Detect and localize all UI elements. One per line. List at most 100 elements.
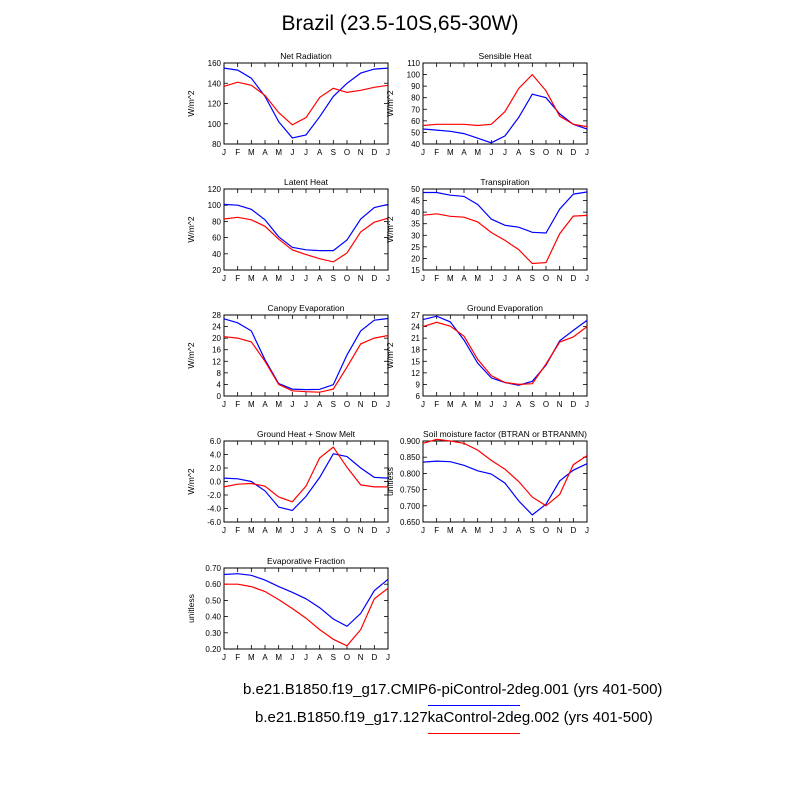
chart-4-xtick-label: M — [474, 274, 481, 283]
chart-7-xtick-label: O — [344, 526, 350, 535]
chart-7-xtick-label: D — [371, 526, 377, 535]
chart-8-xtick-label: A — [461, 526, 467, 535]
chart-4-xtick-label: F — [434, 274, 439, 283]
chart-6-ytick-label: 6 — [416, 392, 421, 401]
chart-9-xtick-label: S — [331, 653, 336, 662]
chart-8-xtick-label: J — [503, 526, 507, 535]
chart-3-ytick-label: 40 — [212, 250, 221, 259]
chart-7-ytick-label: -2.0 — [207, 491, 221, 500]
chart-3-ylabel: W/m^2 — [186, 216, 196, 242]
chart-1-ytick-label: 160 — [208, 59, 222, 68]
chart-8-xtick-label: D — [570, 526, 576, 535]
chart-8-ytick-label: 0.750 — [400, 486, 421, 495]
chart-5-ytick-label: 4 — [217, 380, 222, 389]
chart-2-frame — [422, 62, 588, 145]
chart-3-xtick-label: J — [290, 274, 294, 283]
chart-5-ylabel: W/m^2 — [186, 342, 196, 368]
chart-6-xtick-label: J — [503, 400, 507, 409]
chart-3-series-2-line — [223, 216, 389, 263]
chart-7-xtick-label: S — [331, 526, 336, 535]
chart-9-xtick-label: J — [386, 653, 390, 662]
chart-8-series-1-line — [422, 460, 588, 516]
chart-1-xtick-label: A — [317, 148, 323, 157]
chart-1-xtick-label: J — [386, 148, 390, 157]
legend-line-1 — [428, 705, 520, 706]
chart-9-ytick-label: 0.50 — [205, 596, 221, 605]
chart-2-xtick-label: A — [461, 148, 467, 157]
chart-6-xtick-label: A — [461, 400, 467, 409]
chart-9-ytick-label: 0.60 — [205, 580, 221, 589]
legend-label-1: b.e21.B1850.f19_g17.CMIP6-piControl-2deg… — [243, 681, 663, 698]
chart-7-xtick-label: F — [235, 526, 240, 535]
chart-6-series-2-line — [422, 321, 588, 386]
chart-9-xtick-label: N — [358, 653, 364, 662]
chart-8-ytick-label: 0.900 — [400, 437, 421, 446]
chart-6-xtick-label: J — [585, 400, 589, 409]
chart-2-xtick-label: N — [557, 148, 563, 157]
chart-4-ytick-label: 50 — [411, 185, 420, 194]
chart-9-ytick-label: 0.20 — [205, 645, 221, 654]
chart-2-xtick-label: M — [447, 148, 454, 157]
chart-7-xtick-label: J — [304, 526, 308, 535]
chart-8-ytick-label: 0.650 — [400, 518, 421, 527]
chart-8-xtick-label: S — [530, 526, 535, 535]
chart-1-xtick-label: D — [371, 148, 377, 157]
chart-4-ytick-label: 45 — [411, 197, 420, 206]
chart-7-xtick-label: M — [275, 526, 282, 535]
chart-7-xtick-label: J — [386, 526, 390, 535]
chart-3-xtick-label: J — [386, 274, 390, 283]
chart-5-xtick-label: F — [235, 400, 240, 409]
chart-1-xtick-label: F — [235, 148, 240, 157]
chart-5-ytick-label: 8 — [217, 369, 222, 378]
chart-4-ytick-label: 20 — [411, 254, 420, 263]
chart-7-title: Ground Heat + Snow Melt — [257, 429, 356, 439]
chart-5-ytick-label: 16 — [212, 346, 221, 355]
chart-5-ytick-label: 24 — [212, 323, 221, 332]
chart-2-ytick-label: 60 — [411, 117, 420, 126]
chart-5-xtick-label: M — [248, 400, 255, 409]
chart-8-ytick-label: 0.800 — [400, 469, 421, 478]
chart-3-ytick-label: 60 — [212, 234, 221, 243]
chart-2-series-1-line — [422, 93, 588, 144]
chart-5-ytick-label: 28 — [212, 311, 221, 320]
chart-1-series-2-line — [223, 81, 389, 126]
chart-1-xtick-label: M — [275, 148, 282, 157]
chart-1-xtick-label: J — [304, 148, 308, 157]
chart-9-title: Evaporative Fraction — [267, 556, 345, 566]
chart-5-ytick-label: 12 — [212, 357, 221, 366]
chart-1-series-1-line — [223, 67, 389, 139]
chart-4-ytick-label: 30 — [411, 231, 420, 240]
chart-5-ytick-label: 0 — [217, 392, 222, 401]
chart-6-ytick-label: 27 — [411, 311, 420, 320]
chart-2-xtick-label: S — [530, 148, 535, 157]
chart-5-xtick-label: J — [386, 400, 390, 409]
chart-9-xtick-label: J — [304, 653, 308, 662]
chart-4-ylabel: W/m^2 — [385, 216, 395, 242]
chart-7-xtick-label: M — [248, 526, 255, 535]
chart-9-xtick-label: F — [235, 653, 240, 662]
chart-3-ytick-label: 20 — [212, 266, 221, 275]
chart-3-ytick-label: 80 — [212, 217, 221, 226]
chart-4-series-1-line — [423, 191, 588, 234]
chart-7-xtick-label: A — [262, 526, 268, 535]
chart-3-title: Latent Heat — [284, 177, 329, 187]
chart-5-xtick-label: A — [317, 400, 323, 409]
chart-5-frame — [223, 314, 389, 397]
chart-3-ytick-label: 100 — [208, 201, 222, 210]
chart-4-xtick-label: J — [421, 274, 425, 283]
chart-8-xtick-label: J — [421, 526, 425, 535]
chart-1-ylabel: W/m^2 — [186, 90, 196, 116]
chart-9-xtick-label: O — [344, 653, 350, 662]
chart-1-xtick-label: N — [358, 148, 364, 157]
chart-5-series-1-line — [223, 317, 389, 391]
chart-8-title: Soil moisture factor (BTRAN or BTRANMN) — [423, 429, 587, 439]
chart-2-series-2-line — [422, 73, 588, 128]
chart-6-ytick-label: 15 — [411, 357, 420, 366]
chart-6-ytick-label: 12 — [411, 369, 420, 378]
chart-9-xtick-label: M — [248, 653, 255, 662]
chart-8-xtick-label: F — [434, 526, 439, 535]
chart-9-ytick-label: 0.30 — [205, 629, 221, 638]
chart-7-xtick-label: A — [317, 526, 323, 535]
chart-2-xtick-label: J — [421, 148, 425, 157]
chart-7-ytick-label: -4.0 — [207, 505, 221, 514]
